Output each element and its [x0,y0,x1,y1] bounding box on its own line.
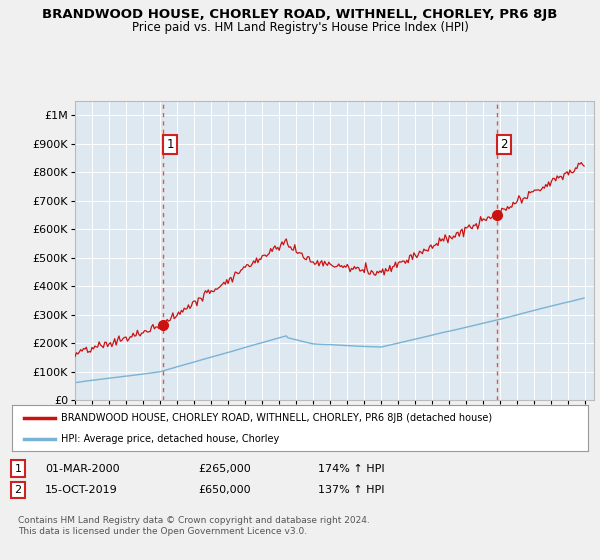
Text: 1: 1 [14,464,22,474]
Text: £650,000: £650,000 [198,485,251,495]
Text: Contains HM Land Registry data © Crown copyright and database right 2024.
This d: Contains HM Land Registry data © Crown c… [18,516,370,536]
Text: Price paid vs. HM Land Registry's House Price Index (HPI): Price paid vs. HM Land Registry's House … [131,21,469,34]
Text: HPI: Average price, detached house, Chorley: HPI: Average price, detached house, Chor… [61,435,279,444]
Text: BRANDWOOD HOUSE, CHORLEY ROAD, WITHNELL, CHORLEY, PR6 8JB (detached house): BRANDWOOD HOUSE, CHORLEY ROAD, WITHNELL,… [61,413,492,423]
Text: 2: 2 [500,138,508,151]
Text: 1: 1 [166,138,174,151]
Text: 15-OCT-2019: 15-OCT-2019 [45,485,118,495]
Text: BRANDWOOD HOUSE, CHORLEY ROAD, WITHNELL, CHORLEY, PR6 8JB: BRANDWOOD HOUSE, CHORLEY ROAD, WITHNELL,… [43,8,557,21]
Text: 137% ↑ HPI: 137% ↑ HPI [318,485,385,495]
Text: 174% ↑ HPI: 174% ↑ HPI [318,464,385,474]
Text: 01-MAR-2000: 01-MAR-2000 [45,464,119,474]
Text: £265,000: £265,000 [198,464,251,474]
Text: 2: 2 [14,485,22,495]
